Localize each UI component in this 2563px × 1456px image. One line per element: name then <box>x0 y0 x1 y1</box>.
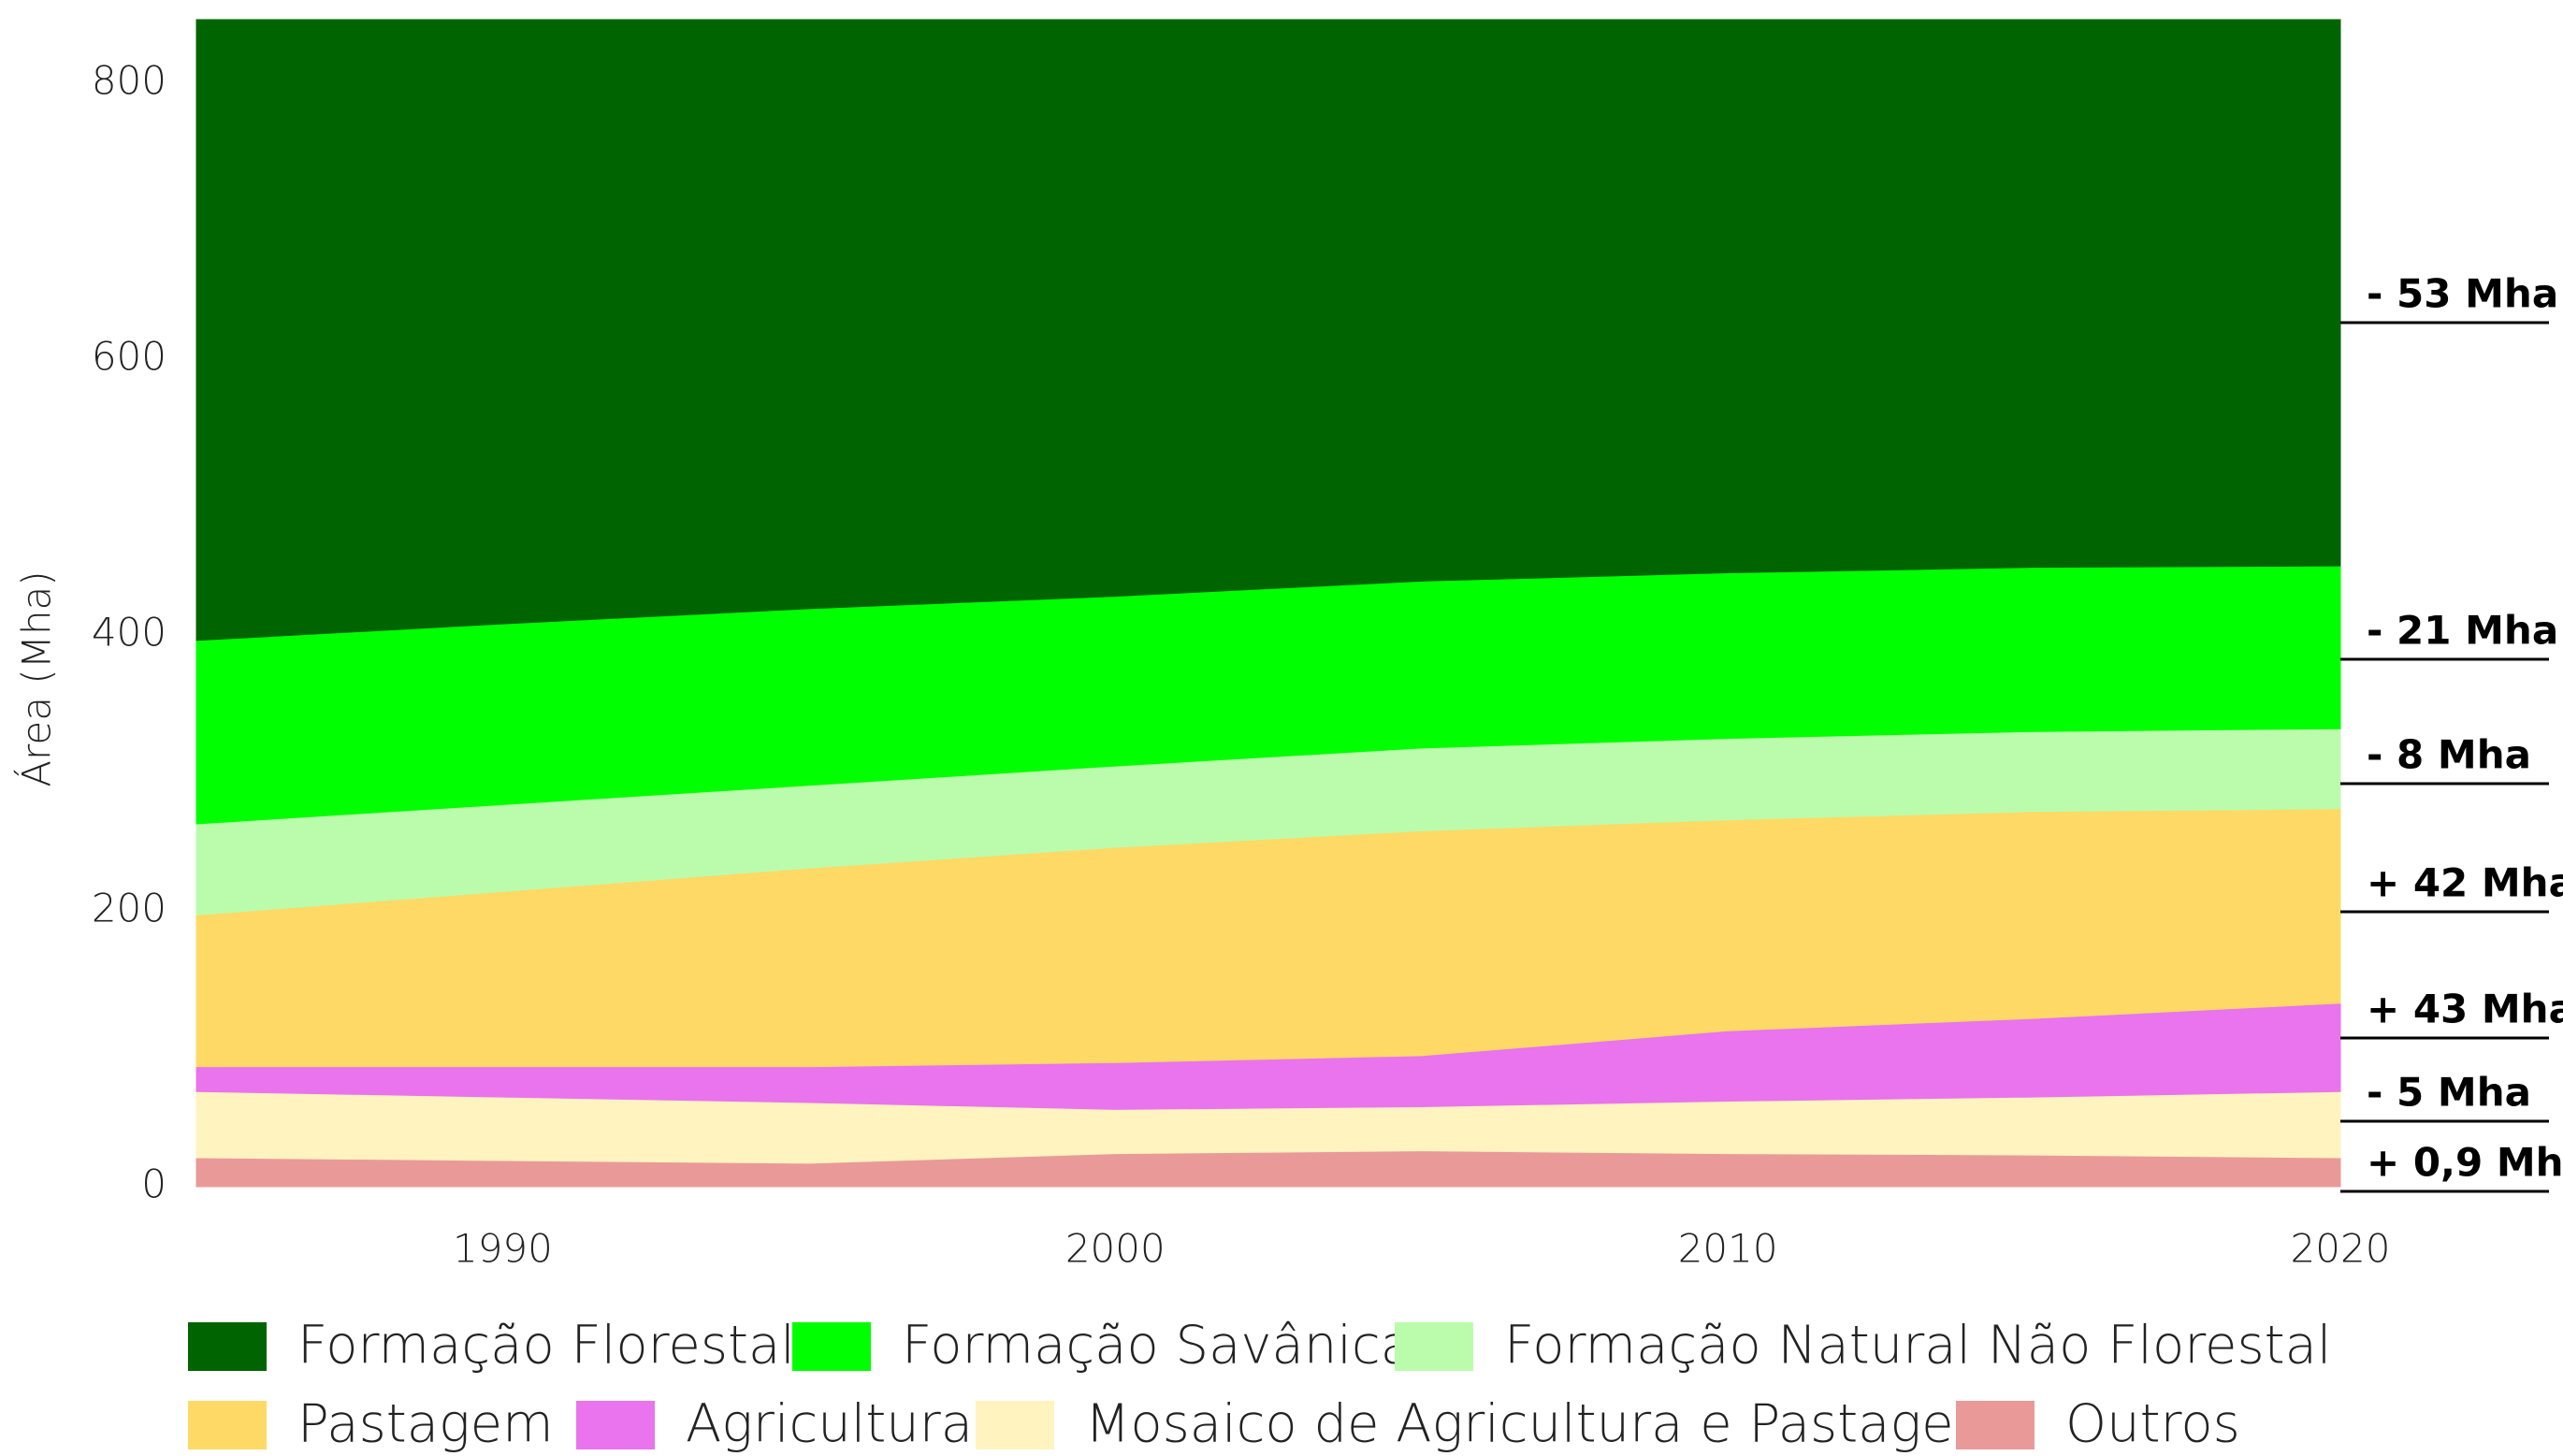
legend-label: Formação Natural Não Florestal <box>1504 1315 2331 1376</box>
legend-swatch <box>792 1322 871 1371</box>
legend-swatch <box>188 1401 267 1449</box>
y-tick-label: 0 <box>141 1161 167 1207</box>
legend-swatch <box>188 1322 267 1371</box>
legend-label: Pastagem <box>297 1393 554 1454</box>
y-tick-label: 200 <box>92 885 167 930</box>
x-tick-label: 2010 <box>1678 1226 1778 1272</box>
x-tick-label: 2000 <box>1065 1226 1166 1272</box>
annotation: - 8 Mha <box>2367 732 2531 778</box>
legend-label: Agricultura <box>686 1393 973 1454</box>
legend-swatch <box>1395 1322 1473 1371</box>
annotation: + 42 Mha <box>2367 860 2563 906</box>
y-tick-label: 800 <box>92 57 167 103</box>
annotation: + 0,9 Mha <box>2367 1140 2563 1186</box>
legend-label: Outros <box>2065 1393 2240 1454</box>
annotation: - 53 Mha <box>2367 271 2558 317</box>
x-tick-label: 2020 <box>2291 1226 2391 1272</box>
y-tick-label: 400 <box>92 609 167 655</box>
x-tick-label: 1990 <box>453 1226 553 1272</box>
legend-swatch <box>1956 1401 2034 1449</box>
y-axis-label: Área (Mha) <box>13 570 60 786</box>
annotation: - 21 Mha <box>2367 608 2558 654</box>
legend-label: Mosaico de Agricultura e Pastagem <box>1085 1393 2005 1454</box>
annotation: - 5 Mha <box>2367 1070 2531 1116</box>
legend-swatch <box>976 1401 1054 1449</box>
legend-swatch <box>576 1401 655 1449</box>
legend-label: Formação Savânica <box>902 1315 1412 1376</box>
annotation: + 43 Mha <box>2367 987 2563 1032</box>
y-tick-label: 600 <box>92 333 167 379</box>
area <box>195 19 2341 642</box>
legend-label: Formação Florestal <box>297 1315 795 1376</box>
